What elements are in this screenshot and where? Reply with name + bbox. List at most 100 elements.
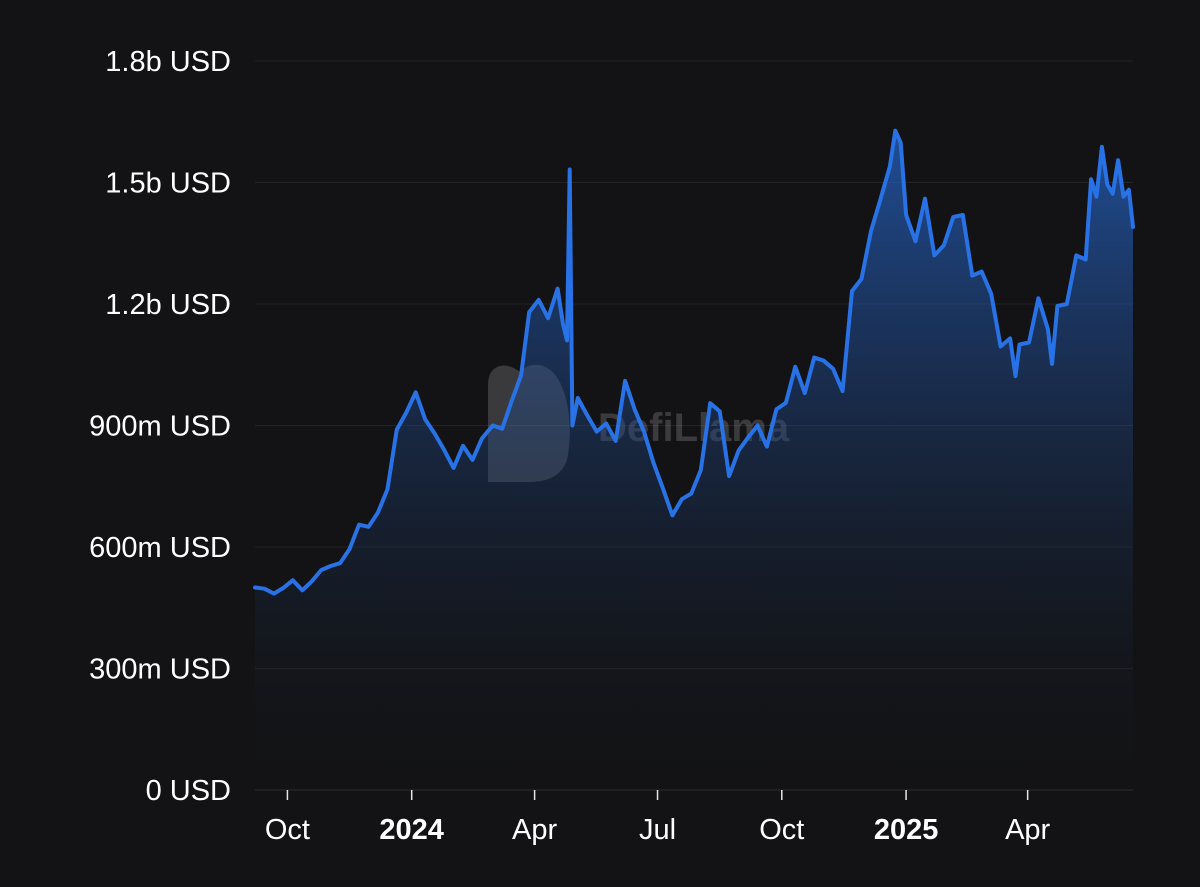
data-point xyxy=(774,407,778,411)
y-tick-label: 0 USD xyxy=(146,775,231,807)
data-point xyxy=(519,373,523,377)
data-point xyxy=(329,564,333,568)
data-point xyxy=(570,424,574,427)
data-point xyxy=(510,399,514,403)
x-tick-label: Oct xyxy=(265,814,310,846)
data-point xyxy=(461,444,465,448)
data-point xyxy=(527,310,531,314)
data-point xyxy=(1018,343,1021,346)
tvl-series-line xyxy=(253,128,1135,596)
data-point xyxy=(951,215,955,219)
data-point xyxy=(803,391,807,395)
data-point xyxy=(576,396,580,400)
data-point xyxy=(300,588,304,592)
data-point xyxy=(642,430,646,434)
data-point xyxy=(822,359,826,363)
x-tick-label: 2025 xyxy=(874,814,939,846)
data-point xyxy=(708,401,712,405)
data-point xyxy=(970,274,974,278)
data-point xyxy=(633,407,637,411)
data-point xyxy=(689,492,693,495)
data-point xyxy=(480,437,484,440)
data-point xyxy=(914,239,917,243)
data-point xyxy=(272,592,276,596)
data-point xyxy=(1131,225,1135,229)
y-tick-label: 300m USD xyxy=(89,654,231,686)
data-point xyxy=(253,586,257,589)
data-point xyxy=(899,141,903,145)
data-point xyxy=(604,422,608,425)
data-point xyxy=(793,365,797,369)
data-point xyxy=(850,289,854,293)
x-tick-label: Apr xyxy=(512,814,557,846)
y-tick-label: 600m USD xyxy=(89,532,231,564)
data-point xyxy=(585,413,589,417)
data-point xyxy=(1050,362,1054,366)
data-point xyxy=(756,424,759,427)
data-point xyxy=(556,287,560,291)
data-point xyxy=(904,213,908,217)
y-tick-label: 900m USD xyxy=(89,411,231,443)
x-tick-label: 2024 xyxy=(379,814,444,846)
y-axis: 0 USD 300m USD 600m USD 900m USD 1.2b USD 1.5… xyxy=(89,46,231,807)
data-point xyxy=(680,497,684,501)
data-point xyxy=(1014,374,1017,378)
data-point xyxy=(568,168,572,171)
data-point xyxy=(1122,195,1125,199)
data-point xyxy=(784,401,788,405)
data-point xyxy=(718,409,722,413)
data-points xyxy=(253,129,1135,596)
data-point xyxy=(1116,158,1120,162)
data-point xyxy=(442,448,446,452)
data-point xyxy=(433,432,437,436)
data-point xyxy=(670,513,674,517)
data-point xyxy=(893,129,897,133)
data-point xyxy=(765,445,769,449)
data-point xyxy=(961,213,965,217)
data-point xyxy=(614,439,618,443)
data-point xyxy=(423,417,427,421)
y-tick-label: 1.5b USD xyxy=(105,168,231,200)
data-point xyxy=(404,411,408,414)
data-point xyxy=(1089,177,1093,181)
data-point xyxy=(831,367,835,371)
data-point xyxy=(932,253,936,257)
data-point xyxy=(263,587,266,591)
data-point xyxy=(491,424,495,427)
data-point xyxy=(1084,258,1088,261)
data-point xyxy=(942,243,946,247)
data-point xyxy=(357,523,361,527)
data-point xyxy=(1127,188,1131,192)
data-point xyxy=(281,586,285,590)
area-fill xyxy=(255,130,1133,790)
data-point xyxy=(1100,145,1104,149)
data-point xyxy=(1095,195,1098,199)
data-point xyxy=(623,379,627,383)
data-point xyxy=(727,474,731,478)
data-point xyxy=(338,561,342,565)
data-point xyxy=(546,316,550,320)
data-point xyxy=(395,428,399,432)
x-tick-label: Oct xyxy=(759,814,804,846)
data-point xyxy=(1074,253,1078,257)
data-point xyxy=(1046,327,1050,331)
data-point xyxy=(737,449,741,453)
data-point xyxy=(291,578,295,582)
data-point xyxy=(537,298,541,302)
data-point xyxy=(652,461,655,465)
data-point xyxy=(699,468,703,472)
data-point xyxy=(989,292,993,296)
data-point xyxy=(1105,183,1109,186)
data-point xyxy=(888,164,892,168)
data-point xyxy=(376,511,380,515)
data-point xyxy=(1055,304,1059,308)
data-point xyxy=(661,486,665,490)
x-tick-label: Apr xyxy=(1005,814,1050,846)
data-point xyxy=(471,458,474,462)
x-tick-label: Jul xyxy=(639,814,676,846)
data-point xyxy=(869,229,873,233)
data-point xyxy=(595,430,599,434)
data-point xyxy=(999,345,1003,348)
data-point xyxy=(841,389,845,393)
